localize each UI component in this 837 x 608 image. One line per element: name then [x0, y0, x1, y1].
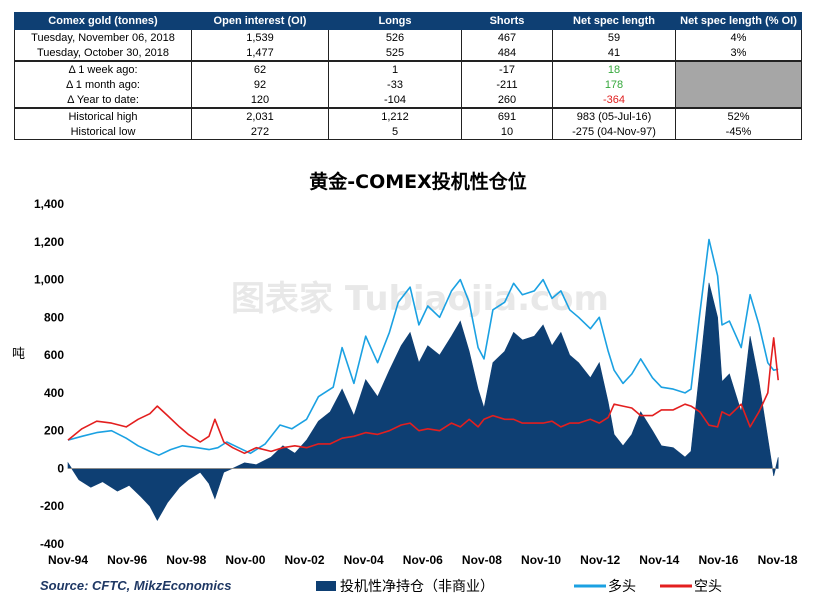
- plot-area: [67, 238, 779, 522]
- table-cell: 3%: [675, 45, 802, 61]
- legend-long-label: 多头: [608, 578, 636, 595]
- table-cell: 1: [328, 60, 462, 77]
- table-cell: 525: [328, 45, 462, 61]
- x-tick-label: Nov-02: [285, 553, 325, 567]
- table-cell: -45%: [675, 124, 802, 140]
- table-row: Δ Year to date: 120 -104 260 -364: [14, 92, 802, 108]
- table-cell: 691: [461, 107, 553, 124]
- table-cell: 272: [191, 124, 329, 140]
- row-label: Historical high: [14, 107, 192, 124]
- table-row: Δ 1 week ago: 62 1 -17 18: [14, 60, 802, 77]
- x-tick-label: Nov-04: [344, 553, 384, 567]
- row-label: Tuesday, November 06, 2018: [14, 29, 192, 45]
- table-cell: 2,031: [191, 107, 329, 124]
- x-tick-label: Nov-98: [166, 553, 206, 567]
- table-cell: -211: [461, 77, 553, 92]
- table-cell: 52%: [675, 107, 802, 124]
- table-cell: 120: [191, 92, 329, 108]
- row-label: Δ 1 week ago:: [14, 60, 192, 77]
- row-label: Δ Year to date:: [14, 92, 192, 108]
- table-cell: 10: [461, 124, 553, 140]
- x-tick-label: Nov-94: [48, 553, 88, 567]
- x-tick-label: Nov-96: [107, 553, 147, 567]
- col-header: Net spec length (% OI): [675, 12, 802, 30]
- col-header: Net spec length: [552, 12, 676, 30]
- legend: 投机性净持仓（非商业） 多头 空头: [316, 578, 722, 595]
- x-tick-label: Nov-12: [580, 553, 620, 567]
- table-cell: 983 (05-Jul-16): [552, 107, 676, 124]
- gold-positioning-chart: 黄金-COMEX投机性仓位 图表家 Tubiaojia.com 吨 1,4001…: [12, 170, 798, 595]
- table-header-row: Comex gold (tonnes) Open interest (OI) L…: [14, 12, 802, 30]
- empty-gray-cell: [675, 60, 802, 77]
- shorts-line: [67, 337, 779, 455]
- y-tick-label: 200: [44, 424, 64, 438]
- table-cell: 1,477: [191, 45, 329, 61]
- table-cell: 484: [461, 45, 553, 61]
- table-cell: 59: [552, 29, 676, 45]
- table-row: Tuesday, November 06, 2018 1,539 526 467…: [14, 29, 802, 45]
- y-tick-label: 1,000: [34, 273, 64, 287]
- row-label: Tuesday, October 30, 2018: [14, 45, 192, 61]
- y-axis-label: 吨: [12, 347, 25, 362]
- legend-short-label: 空头: [694, 579, 722, 595]
- legend-net-label: 投机性净持仓（非商业）: [340, 579, 494, 595]
- table-cell: 178: [552, 77, 676, 92]
- table-row: Δ 1 month ago: 92 -33 -211 178: [14, 77, 802, 92]
- y-tick-label: 1,400: [34, 197, 64, 211]
- table-cell: 526: [328, 29, 462, 45]
- row-label: Historical low: [14, 124, 192, 140]
- table-row: Historical high 2,031 1,212 691 983 (05-…: [14, 107, 802, 124]
- row-label: Δ 1 month ago:: [14, 77, 192, 92]
- table-cell: 92: [191, 77, 329, 92]
- table-cell: 1,212: [328, 107, 462, 124]
- table-cell: -17: [461, 60, 553, 77]
- col-header: Shorts: [461, 12, 553, 30]
- y-tick-label: 400: [44, 386, 64, 400]
- y-tick-label: 800: [44, 310, 64, 324]
- table-cell: -104: [328, 92, 462, 108]
- col-header: Open interest (OI): [191, 12, 329, 30]
- net-position-area: [67, 282, 779, 522]
- table-cell: 260: [461, 92, 553, 108]
- x-tick-label: Nov-18: [758, 553, 798, 567]
- table-cell: 1,539: [191, 29, 329, 45]
- x-tick-label: Nov-10: [521, 553, 561, 567]
- x-axis: Nov-94 Nov-96 Nov-98 Nov-00 Nov-02 Nov-04 Nov-…: [48, 553, 798, 567]
- table-cell: -33: [328, 77, 462, 92]
- source-note: Source: CFTC, MikzEconomics: [40, 578, 231, 593]
- cot-summary-table: Comex gold (tonnes) Open interest (OI) L…: [14, 12, 802, 140]
- y-tick-label: 1,200: [34, 235, 64, 249]
- table-row: Historical low 272 5 10 -275 (04-Nov-97)…: [14, 124, 802, 140]
- y-tick-label: -200: [40, 499, 64, 513]
- table-cell: -275 (04-Nov-97): [552, 124, 676, 140]
- table-cell: 62: [191, 60, 329, 77]
- col-header: Comex gold (tonnes): [14, 12, 192, 30]
- table-cell: 467: [461, 29, 553, 45]
- y-tick-label: 600: [44, 348, 64, 362]
- longs-line: [67, 238, 779, 457]
- table-cell: 41: [552, 45, 676, 61]
- y-tick-label: -400: [40, 537, 64, 551]
- table-cell: 18: [552, 60, 676, 77]
- x-tick-label: Nov-00: [225, 553, 265, 567]
- empty-gray-cell: [675, 92, 802, 108]
- chart-title: 黄金-COMEX投机性仓位: [309, 170, 527, 193]
- x-tick-label: Nov-08: [462, 553, 502, 567]
- y-axis: 1,400 1,200 1,000 800 600 400 200 0 -200 -400: [34, 197, 64, 551]
- x-tick-label: Nov-16: [698, 553, 738, 567]
- y-tick-label: 0: [57, 461, 64, 475]
- x-tick-label: Nov-06: [403, 553, 443, 567]
- table-cell: 5: [328, 124, 462, 140]
- x-tick-label: Nov-14: [639, 553, 679, 567]
- legend-net-swatch: [316, 581, 336, 591]
- table-cell: 4%: [675, 29, 802, 45]
- col-header: Longs: [328, 12, 462, 30]
- empty-gray-cell: [675, 77, 802, 92]
- table-row: Tuesday, October 30, 2018 1,477 525 484 …: [14, 45, 802, 61]
- table-cell: -364: [552, 92, 676, 108]
